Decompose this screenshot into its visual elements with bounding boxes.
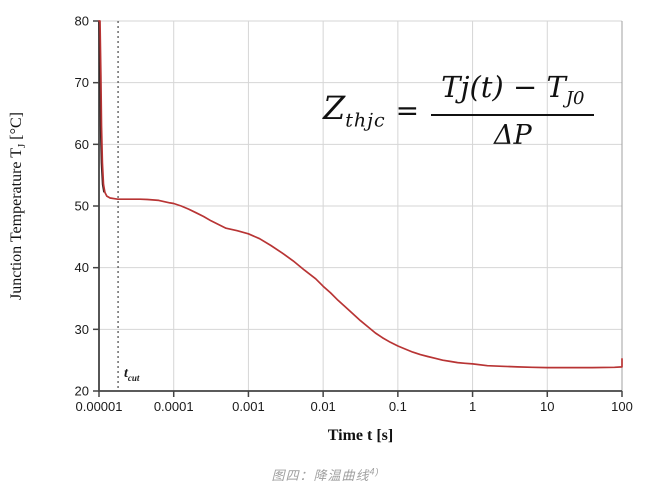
y-tick-label: 80 — [75, 14, 89, 29]
formula-lhs-base: Z — [323, 89, 346, 128]
y-tick-label: 50 — [75, 199, 89, 214]
formula-denominator: ΔP — [493, 119, 532, 151]
x-tick-label: 10 — [540, 399, 554, 414]
formula-lhs: Zthjc — [323, 89, 386, 131]
formula-fraction: Tj(t) − TJ0 ΔP — [431, 70, 595, 151]
formula-numerator-subscript: J0 — [565, 87, 585, 109]
temperature-curve-drop-shadow — [98, 20, 105, 193]
formula-equals-sign: = — [395, 93, 420, 127]
x-tick-label: 0.0001 — [154, 399, 194, 414]
x-tick-label: 0.1 — [389, 399, 407, 414]
figure-caption-text: 图四：降温曲线 — [271, 468, 370, 483]
y-axis-title-unit: [°C] — [8, 111, 25, 144]
y-axis-title-text: Junction Temperature T — [8, 148, 25, 301]
x-tick-label: 100 — [611, 399, 633, 414]
tcut-label-subscript: cut — [127, 372, 140, 383]
x-axis-title: Time t [s] — [327, 427, 394, 444]
y-tick-label: 20 — [75, 384, 89, 399]
formula-numerator-text: Tj(t) − T — [441, 70, 566, 104]
figure-caption: 图四：降温曲线4) — [0, 465, 651, 484]
formula-lhs-subscript: thjc — [345, 109, 386, 132]
y-axis-title: Junction Temperature TJ [°C] — [8, 76, 28, 336]
x-tick-label: 0.001 — [232, 399, 265, 414]
y-tick-label: 70 — [75, 75, 89, 90]
tcut-label-base: t — [124, 366, 128, 381]
temperature-curve — [98, 20, 623, 369]
thermal-impedance-formula: Zthjc = Tj(t) − TJ0 ΔP — [323, 70, 595, 151]
x-tick-label: 0.01 — [310, 399, 335, 414]
formula-numerator: Tj(t) − TJ0 — [431, 70, 595, 116]
y-axis-title-subscript: J — [16, 143, 29, 148]
y-tick-label: 60 — [75, 137, 89, 152]
tcut-annotation-label: tcut — [124, 366, 139, 383]
x-tick-label: 0.00001 — [76, 399, 123, 414]
y-tick-label: 30 — [75, 322, 89, 337]
figure-caption-footnote-ref: 4) — [369, 466, 380, 477]
y-tick-label: 40 — [75, 260, 89, 275]
x-tick-label: 1 — [469, 399, 476, 414]
